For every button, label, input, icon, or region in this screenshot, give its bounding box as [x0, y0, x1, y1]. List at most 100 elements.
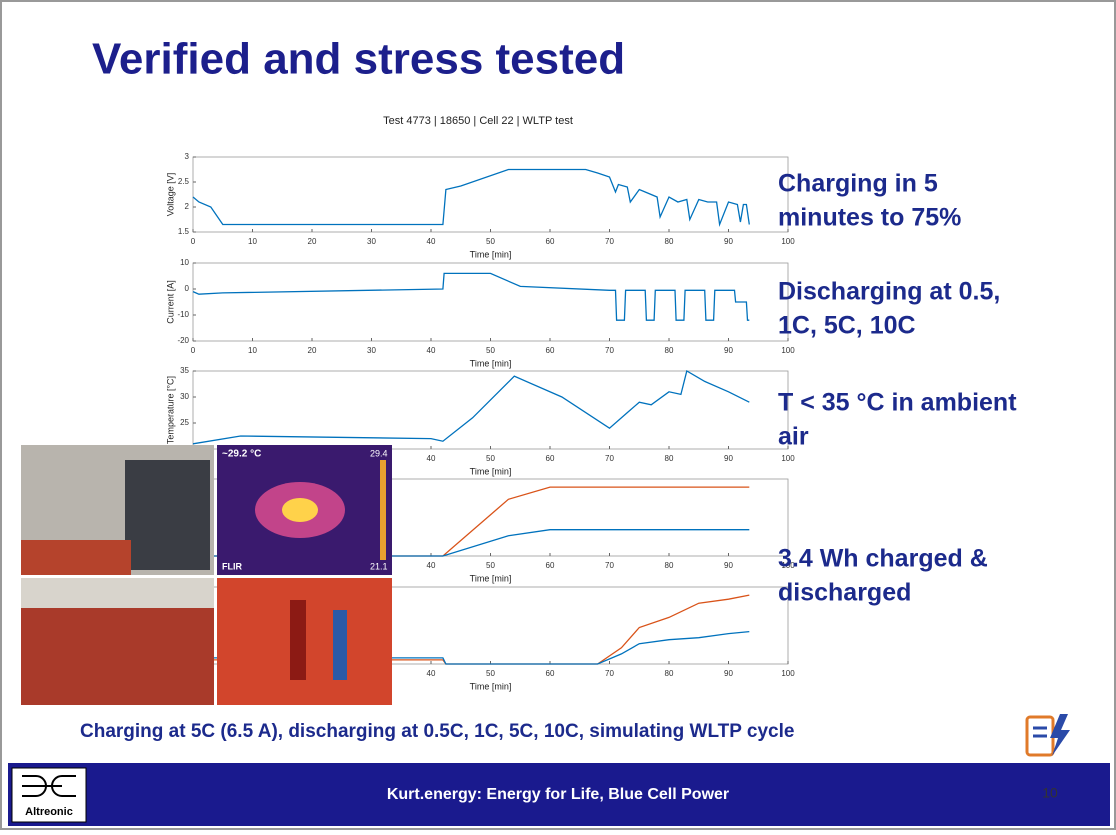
thermal-label: 21.1	[370, 561, 388, 571]
x-tick-label: 50	[486, 669, 495, 678]
x-tick-label: 100	[781, 237, 795, 246]
slide-title: Verified and stress tested	[92, 35, 625, 84]
y-tick-label: -20	[177, 336, 189, 345]
y-tick-label: 30	[180, 392, 189, 401]
x-tick-label: 80	[665, 346, 674, 355]
x-tick-label: 30	[367, 346, 376, 355]
x-axis-label: Time [min]	[470, 573, 512, 583]
x-tick-label: 60	[546, 669, 555, 678]
bullet-line: air	[778, 423, 809, 451]
y-tick-label: -10	[177, 310, 189, 319]
x-axis-label: Time [min]	[470, 249, 512, 259]
photo-cell-red	[290, 600, 306, 680]
x-tick-label: 40	[427, 669, 436, 678]
x-tick-label: 60	[546, 346, 555, 355]
x-tick-label: 30	[367, 237, 376, 246]
x-axis-label: Time [min]	[470, 681, 512, 691]
photo-wall	[21, 578, 214, 608]
series-line	[192, 168, 750, 228]
x-axis-label: Time [min]	[470, 358, 512, 368]
photo-rack	[125, 460, 210, 570]
y-tick-label: 3	[185, 152, 190, 161]
thermal-label: FLIR	[222, 561, 242, 571]
icon-bolt	[1050, 714, 1070, 756]
x-tick-label: 0	[191, 237, 196, 246]
x-tick-label: 40	[427, 454, 436, 463]
x-tick-label: 60	[546, 237, 555, 246]
x-tick-label: 100	[781, 561, 795, 570]
x-tick-label: 90	[724, 454, 733, 463]
x-tick-label: 20	[308, 346, 317, 355]
y-tick-label: 10	[180, 258, 189, 267]
bullet-line: Charging in 5	[778, 170, 938, 198]
x-tick-label: 80	[665, 669, 674, 678]
x-tick-label: 100	[781, 454, 795, 463]
x-tick-label: 40	[427, 237, 436, 246]
bullet-line: minutes to 75%	[778, 204, 961, 232]
footer-band	[8, 763, 1110, 826]
x-tick-label: 60	[546, 454, 555, 463]
y-tick-label: 2.5	[178, 177, 190, 186]
thermal-label: 29.4	[370, 448, 388, 458]
bullet-line: 3.4 Wh charged &	[778, 545, 988, 573]
plot-frame	[192, 156, 789, 233]
series-line	[192, 272, 750, 321]
photos: ~29.2 °C 29.4 21.1 FLIR	[21, 445, 392, 705]
x-tick-label: 50	[486, 237, 495, 246]
series-line	[193, 630, 750, 665]
thermal-label: ~29.2 °C	[222, 449, 261, 460]
bullet-line: 1C, 5C, 10C	[778, 312, 916, 340]
x-tick-label: 50	[486, 561, 495, 570]
x-tick-label: 70	[605, 669, 614, 678]
plot-frame	[192, 262, 789, 342]
photo-cell-blue	[333, 610, 347, 680]
x-tick-label: 10	[248, 346, 257, 355]
bullet-line: discharged	[778, 579, 911, 607]
y-tick-label: 0	[185, 284, 190, 293]
y-tick-label: 25	[180, 418, 189, 427]
x-tick-label: 80	[665, 237, 674, 246]
x-tick-label: 90	[724, 346, 733, 355]
x-tick-label: 100	[781, 669, 795, 678]
x-tick-label: 100	[781, 346, 795, 355]
bullet-line: T < 35 °C in ambient	[778, 389, 1017, 417]
x-tick-label: 70	[605, 237, 614, 246]
figure-title: Test 4773 | 18650 | Cell 22 | WLTP test	[383, 115, 573, 127]
bullet-line: Discharging at 0.5,	[778, 278, 1000, 306]
x-tick-label: 20	[308, 237, 317, 246]
page-number: 10	[1042, 785, 1058, 801]
y-axis-label: Voltage [V]	[165, 173, 175, 217]
x-tick-label: 50	[486, 454, 495, 463]
x-axis-label: Time [min]	[470, 466, 512, 476]
x-tick-label: 0	[191, 346, 196, 355]
x-tick-label: 40	[427, 561, 436, 570]
x-tick-label: 70	[605, 454, 614, 463]
x-tick-label: 70	[605, 346, 614, 355]
x-tick-label: 10	[248, 237, 257, 246]
logo-text: Altreonic	[25, 806, 73, 818]
x-tick-label: 80	[665, 561, 674, 570]
bullets: Charging in 5 minutes to 75% Discharging a…	[778, 170, 1017, 607]
x-tick-label: 90	[724, 669, 733, 678]
x-tick-label: 60	[546, 561, 555, 570]
y-tick-label: 2	[185, 202, 190, 211]
x-tick-label: 80	[665, 454, 674, 463]
y-axis-label: Temperature [°C]	[165, 376, 175, 444]
x-tick-label: 90	[724, 237, 733, 246]
footer-text: Kurt.energy: Energy for Life, Blue Cell …	[387, 786, 729, 803]
icon	[1025, 714, 1070, 757]
y-tick-label: 35	[180, 366, 189, 375]
photo-scale	[380, 460, 386, 560]
caption: Charging at 5C (6.5 A), discharging at 0…	[80, 721, 794, 742]
x-tick-label: 70	[605, 561, 614, 570]
y-axis-label: Current [A]	[165, 280, 175, 324]
x-tick-label: 50	[486, 346, 495, 355]
photo-hotspot	[282, 498, 318, 522]
photo-bench	[21, 540, 131, 575]
series-line	[192, 370, 750, 445]
x-tick-label: 90	[724, 561, 733, 570]
y-tick-label: 1.5	[178, 227, 190, 236]
logo-mark	[22, 775, 76, 797]
